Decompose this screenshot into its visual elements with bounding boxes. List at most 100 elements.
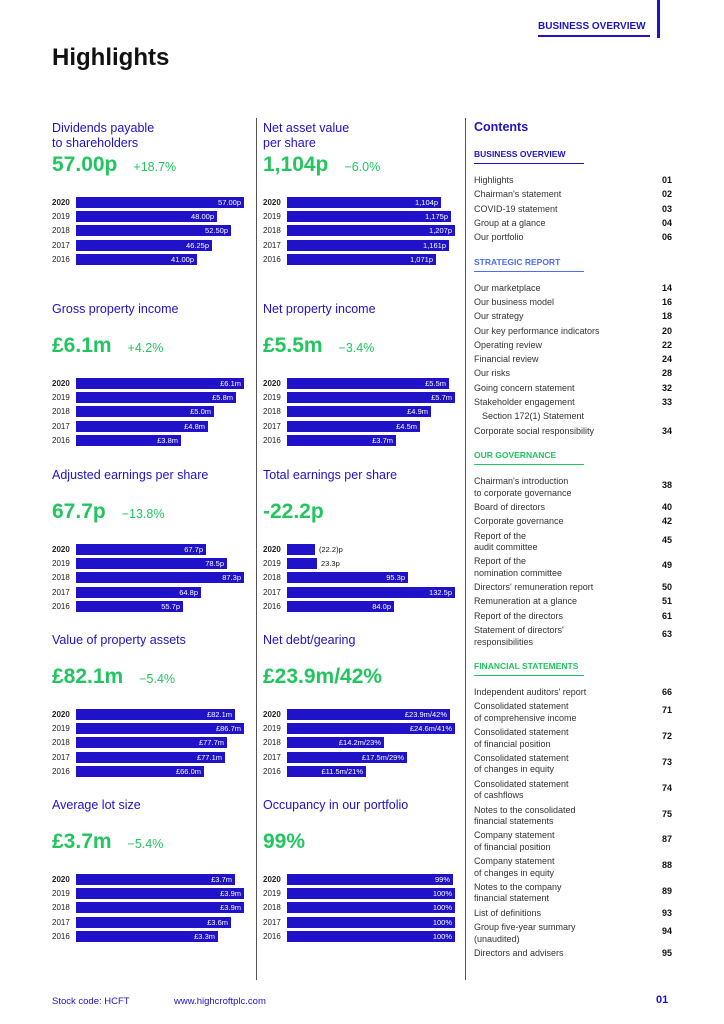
contents-item[interactable]: List of definitions 93 — [474, 908, 672, 920]
bar-year: 2019 — [52, 392, 70, 402]
bar-value-label: £77.1m — [196, 752, 222, 762]
bar-track: £77.1m — [76, 751, 242, 763]
contents-item-title: Group at a glance — [474, 217, 546, 228]
contents-item[interactable]: Notes to the consolidated financial stat… — [474, 805, 672, 828]
bar-year: 2017 — [52, 917, 70, 927]
contents-item[interactable]: Section 172(1) Statement — [474, 411, 672, 423]
bar-track: 1,161p — [287, 239, 453, 251]
contents-section-heading[interactable]: OUR GOVERNANCE — [474, 450, 584, 466]
bar-row: 2016 £3.7m — [263, 433, 453, 447]
contents-item[interactable]: Notes to the company financial statement… — [474, 882, 672, 905]
kpi-headline: -22.2p — [263, 500, 453, 542]
bar-row: 2019 23.3p — [263, 556, 453, 570]
bar — [76, 751, 225, 763]
bar-value-label: 100% — [432, 931, 452, 941]
contents-item[interactable]: Stakeholder engagement 33 — [474, 397, 672, 409]
contents-section-heading[interactable]: BUSINESS OVERVIEW — [474, 149, 584, 164]
bar — [76, 210, 217, 222]
contents-item[interactable]: Company statement of changes in equity 88 — [474, 856, 672, 879]
contents-item[interactable]: Our portfolio 06 — [474, 232, 672, 244]
contents-item[interactable]: Directors' remuneration report 50 — [474, 582, 672, 594]
bar-track: £3.7m — [76, 873, 242, 885]
contents-item-page: 49 — [661, 560, 672, 571]
contents-item[interactable]: Our marketplace 14 — [474, 283, 672, 295]
contents-item[interactable]: Highlights 01 — [474, 175, 672, 187]
kpi-headline: £5.5m −3.4% — [263, 334, 453, 376]
contents-item-title: Group five-year summary (unaudited) — [474, 922, 576, 944]
bar-year: 2017 — [263, 421, 281, 431]
contents-item-title: Notes to the company financial statement — [474, 881, 562, 904]
contents-item[interactable]: Our strategy 18 — [474, 311, 672, 323]
bar — [76, 737, 227, 749]
contents-item[interactable]: Company statement of financial position 8… — [474, 830, 672, 853]
bar-row: 2017 64.8p — [52, 585, 242, 599]
column-divider — [465, 118, 466, 980]
bar-year: 2017 — [263, 240, 281, 250]
contents-item[interactable]: Report of the nomination committee 49 — [474, 556, 672, 579]
bar — [76, 391, 236, 403]
contents-item[interactable]: Our business model 16 — [474, 297, 672, 309]
contents-item[interactable]: Report of the directors 61 — [474, 611, 672, 623]
bar-row: 2020 99% — [263, 872, 453, 886]
footer-website-link[interactable]: www.highcroftplc.com — [174, 996, 266, 1007]
contents-item[interactable]: Financial review 24 — [474, 354, 672, 366]
contents-item[interactable]: Operating review 22 — [474, 340, 672, 352]
contents-item[interactable]: Statement of directors' responsibilities… — [474, 625, 672, 648]
bar-track: £4.8m — [76, 420, 242, 432]
bar-year: 2016 — [52, 931, 70, 941]
contents-item[interactable]: Consolidated statement of changes in equ… — [474, 753, 672, 776]
kpi-bar-chart: 2020 99% 2019 100% 2018 100% 2017 100% 2016 100% — [263, 872, 455, 943]
contents-item[interactable]: Consolidated statement of cashflows 74 — [474, 779, 672, 802]
bar-row: 2017 £77.1m — [52, 750, 242, 764]
kpi-block: Net debt/gearing £23.9m/42% 2020 £23.9m/42%… — [263, 633, 455, 778]
contents-section-heading[interactable]: FINANCIAL STATEMENTS — [474, 661, 584, 677]
kpi-block: Net property income £5.5m −3.4% 2020 £5.5m 20… — [263, 302, 455, 447]
contents-item-title: Report of the audit committee — [474, 530, 538, 553]
contents-item[interactable]: Directors and advisers 95 — [474, 948, 672, 960]
bar-year: 2017 — [52, 752, 70, 762]
contents-item[interactable]: COVID-19 statement 03 — [474, 204, 672, 216]
contents-item[interactable]: Chairman's statement 02 — [474, 189, 672, 201]
contents-item[interactable]: Our risks 28 — [474, 368, 672, 380]
contents-section-heading[interactable]: STRATEGIC REPORT — [474, 257, 584, 272]
bar-track: 132.5p — [287, 586, 455, 598]
contents-item[interactable]: Remuneration at a glance 51 — [474, 596, 672, 608]
contents-item[interactable]: Consolidated statement of financial posi… — [474, 727, 672, 750]
contents-item[interactable]: Board of directors 40 — [474, 502, 672, 514]
bar-track: £23.9m/42% — [287, 708, 453, 720]
bar-row: 2016 100% — [263, 929, 455, 943]
bar — [76, 765, 204, 777]
bar-track: £4.9m — [287, 406, 453, 418]
contents-item[interactable]: Group at a glance 04 — [474, 218, 672, 230]
contents-item-title: Board of directors — [474, 501, 546, 512]
bar-row: 2020 £82.1m — [52, 707, 242, 721]
contents-item[interactable]: Our key performance indicators 20 — [474, 326, 672, 338]
contents-section: BUSINESS OVERVIEW Highlights 01 Chairman's … — [474, 144, 672, 244]
contents-item[interactable]: Corporate social responsibility 34 — [474, 426, 672, 438]
contents-item[interactable]: Chairman's introduction to corporate gov… — [474, 476, 672, 499]
contents-item[interactable]: Independent auditors' report 66 — [474, 687, 672, 699]
kpi-headline: 67.7p −13.8% — [52, 500, 242, 542]
bar-year: 2018 — [263, 573, 281, 583]
bar-value-label: £4.8m — [184, 421, 205, 431]
kpi-bar-chart: 2020 £6.1m 2019 £5.8m 2018 £5.0m 2017 £4.8m 2016… — [52, 376, 244, 447]
contents-item[interactable]: Report of the audit committee 45 — [474, 531, 672, 554]
bar — [76, 420, 208, 432]
bar-row: 2017 100% — [263, 915, 455, 929]
contents-item-title: Report of the nomination committee — [474, 556, 563, 578]
bar-row: 2019 £86.7m — [52, 721, 244, 735]
contents-item[interactable]: Going concern statement 32 — [474, 383, 672, 395]
bar-row: 2019 100% — [263, 886, 455, 900]
bar-track: 41.00p — [76, 253, 242, 265]
kpi-block: Net asset value per share 1,104p −6.0% 2020… — [263, 121, 455, 266]
bar — [76, 600, 183, 612]
contents-item[interactable]: Consolidated statement of comprehensive … — [474, 701, 672, 724]
bar-value-label: £11.5m/21% — [321, 766, 363, 776]
contents-item[interactable]: Corporate governance 42 — [474, 516, 672, 528]
bar-track: 100% — [287, 930, 455, 942]
contents-item[interactable]: Group five-year summary (unaudited) 94 — [474, 922, 672, 945]
bar-row: 2017 £3.6m — [52, 915, 242, 929]
bar — [76, 887, 244, 899]
contents-item-title: Notes to the consolidated financial stat… — [474, 804, 576, 827]
bar — [287, 902, 455, 914]
